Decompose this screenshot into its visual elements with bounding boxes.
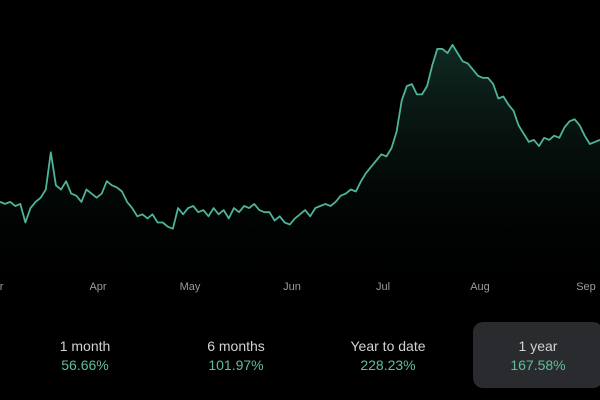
period-return: 101.97% xyxy=(208,357,264,373)
x-axis-label: Mar xyxy=(0,281,4,293)
chart-area-fill xyxy=(0,44,600,300)
price-chart: Mar Apr May Jun Jul Aug Sep xyxy=(0,43,600,300)
x-axis-label: Aug xyxy=(470,281,490,293)
x-axis-label: Jul xyxy=(376,281,390,293)
period-label: 1 month xyxy=(59,338,111,354)
x-axis-label: Sep xyxy=(576,281,596,293)
period-1-month[interactable]: 1 month 56.66% xyxy=(20,322,150,388)
period-label: 1 year xyxy=(518,338,558,354)
period-label: Year to date xyxy=(350,338,426,354)
period-6-months[interactable]: 6 months 101.97% xyxy=(171,322,301,388)
x-axis-label: Jun xyxy=(283,281,301,293)
period-1-year[interactable]: 1 year 167.58% xyxy=(473,322,600,388)
period-label: 6 months xyxy=(207,338,265,354)
period-return: 167.58% xyxy=(510,357,566,373)
period-return: 228.23% xyxy=(360,357,416,373)
period-selector: 1 month 56.66% 6 months 101.97% Year to … xyxy=(0,322,600,388)
x-axis-label: May xyxy=(180,281,201,293)
period-return: 56.66% xyxy=(61,357,109,373)
x-axis-label: Apr xyxy=(89,281,106,293)
chart-series-line xyxy=(0,43,600,230)
period-year-to-date[interactable]: Year to date 228.23% xyxy=(323,322,453,388)
